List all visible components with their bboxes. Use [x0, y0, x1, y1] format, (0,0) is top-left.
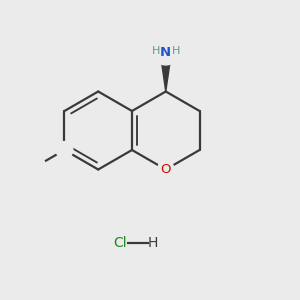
Circle shape [158, 161, 174, 178]
Text: H: H [148, 236, 158, 250]
Polygon shape [161, 58, 171, 92]
Text: Cl: Cl [113, 236, 127, 250]
Text: N: N [160, 46, 171, 59]
Text: O: O [160, 163, 171, 176]
Circle shape [154, 41, 178, 65]
Circle shape [22, 155, 46, 179]
Text: H: H [172, 46, 180, 56]
Text: H: H [152, 46, 160, 56]
Circle shape [56, 142, 73, 158]
